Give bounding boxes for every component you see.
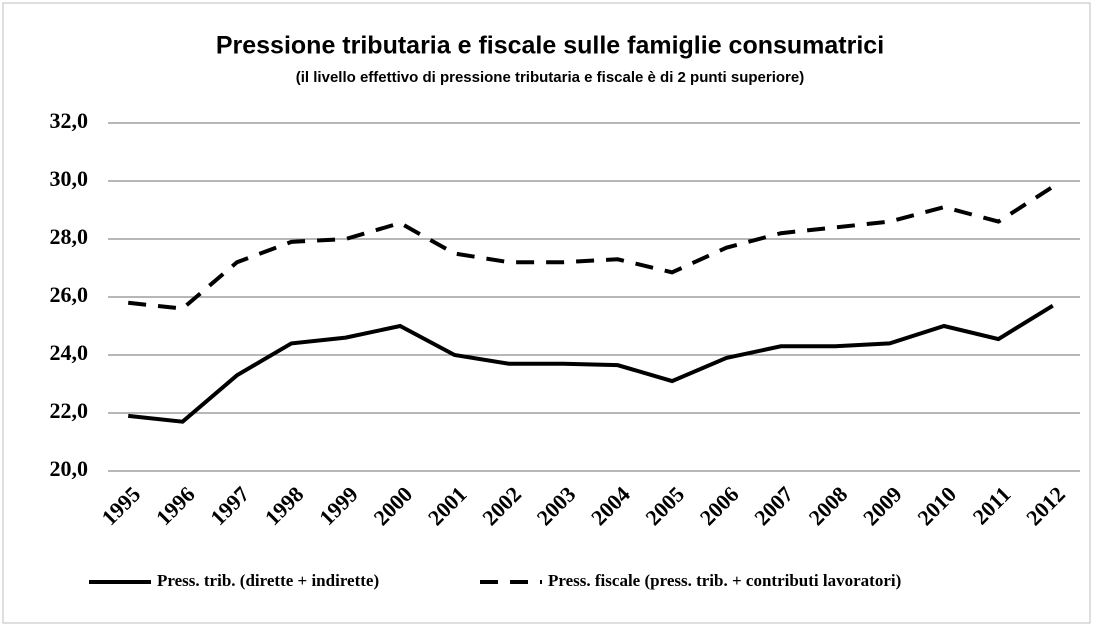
- y-tick-label: 20,0: [50, 456, 89, 481]
- legend-label: Press. fiscale (press. trib. + contribut…: [548, 571, 901, 590]
- y-tick-label: 22,0: [50, 398, 89, 423]
- y-tick-label: 28,0: [50, 224, 89, 249]
- series-line: [127, 185, 1054, 311]
- series-line: [127, 303, 1054, 424]
- chart-title: Pressione tributaria e fiscale sulle fam…: [216, 32, 884, 60]
- y-tick-label: 30,0: [50, 166, 89, 191]
- y-tick-label: 32,0: [50, 108, 89, 133]
- legend-label: Press. trib. (dirette + indirette): [157, 571, 379, 590]
- y-tick-label: 26,0: [50, 282, 89, 307]
- y-tick-label: 24,0: [50, 340, 89, 365]
- chart-subtitle: (il livello effettivo di pressione tribu…: [296, 69, 804, 86]
